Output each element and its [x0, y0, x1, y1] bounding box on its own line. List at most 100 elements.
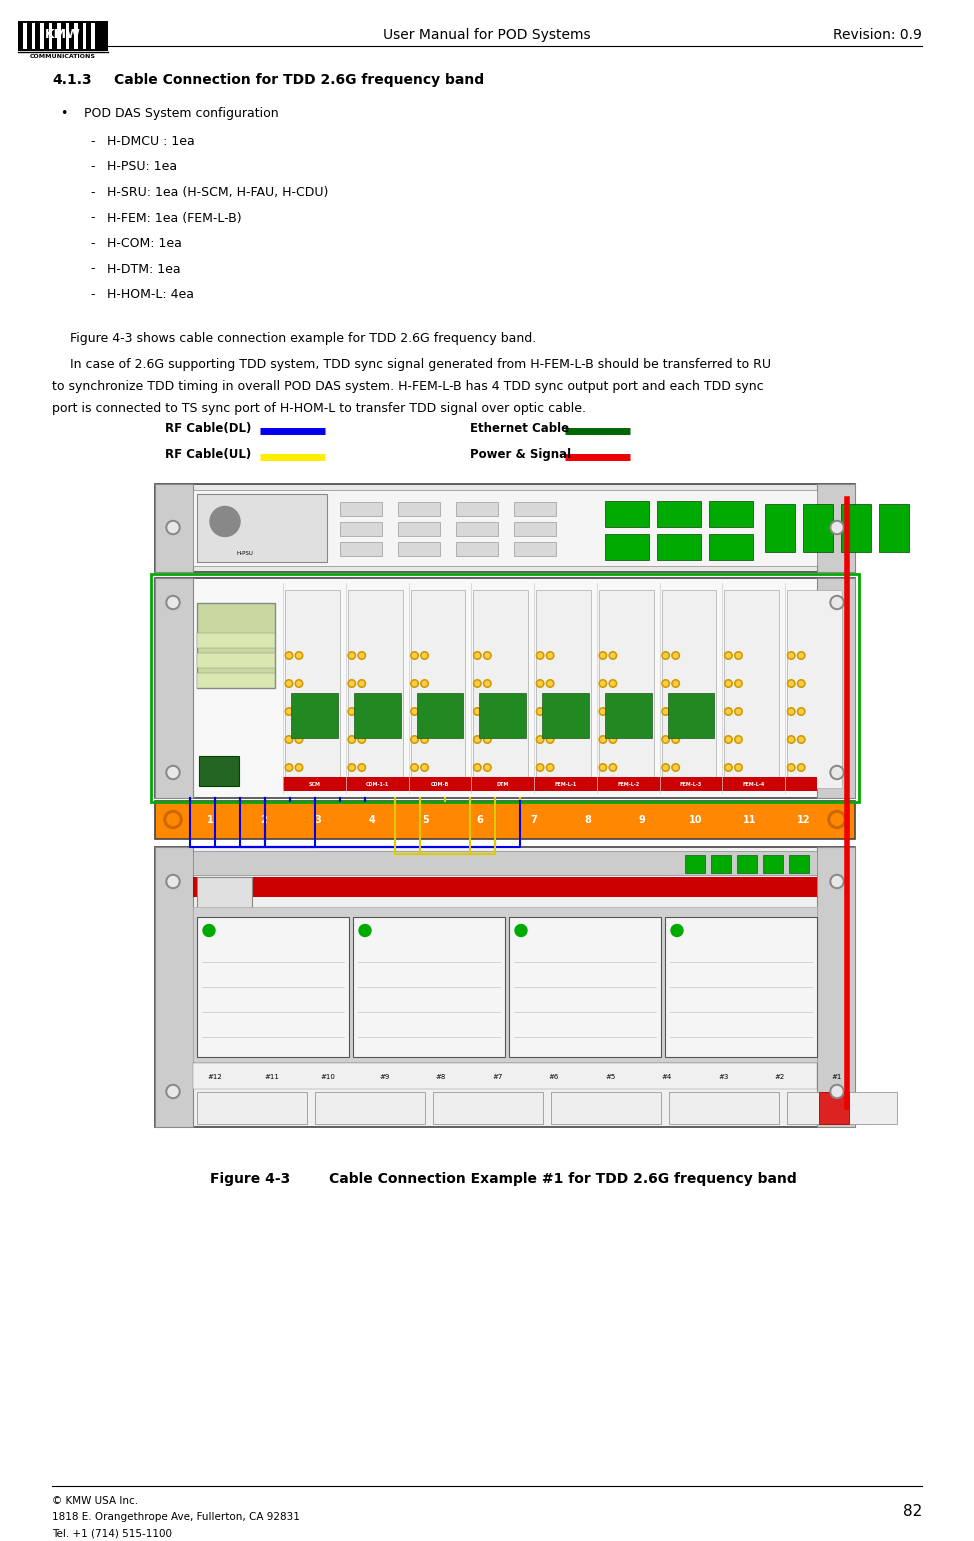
- Circle shape: [295, 735, 303, 743]
- Circle shape: [168, 1086, 178, 1097]
- Circle shape: [485, 766, 490, 769]
- Circle shape: [798, 680, 805, 687]
- Circle shape: [601, 653, 605, 658]
- Text: #10: #10: [320, 1074, 335, 1080]
- Bar: [340, 541, 382, 555]
- Circle shape: [295, 707, 303, 715]
- Circle shape: [483, 652, 491, 660]
- Circle shape: [599, 735, 607, 743]
- Circle shape: [286, 766, 291, 769]
- Bar: [197, 603, 275, 687]
- Bar: [291, 692, 338, 738]
- Circle shape: [359, 925, 371, 937]
- Circle shape: [485, 681, 490, 686]
- Circle shape: [787, 680, 795, 687]
- Circle shape: [473, 735, 481, 743]
- Circle shape: [663, 766, 668, 769]
- Bar: [340, 501, 382, 516]
- Text: 11: 11: [743, 815, 757, 824]
- Circle shape: [475, 653, 479, 658]
- Bar: [667, 692, 715, 738]
- Bar: [605, 501, 649, 527]
- Circle shape: [473, 652, 481, 660]
- Text: 6: 6: [476, 815, 483, 824]
- Circle shape: [359, 709, 364, 713]
- Circle shape: [358, 735, 365, 743]
- Circle shape: [830, 766, 844, 780]
- Text: POD DAS System configuration: POD DAS System configuration: [84, 106, 279, 120]
- Bar: [841, 504, 871, 552]
- Circle shape: [673, 737, 678, 741]
- Circle shape: [831, 814, 843, 826]
- Bar: [65, 23, 69, 49]
- Circle shape: [210, 507, 240, 536]
- Bar: [193, 877, 817, 897]
- Circle shape: [787, 652, 795, 660]
- Bar: [665, 917, 817, 1057]
- Circle shape: [727, 653, 730, 658]
- Bar: [74, 23, 78, 49]
- Circle shape: [611, 681, 616, 686]
- Bar: [709, 533, 753, 559]
- Circle shape: [734, 652, 742, 660]
- Circle shape: [168, 877, 178, 886]
- Text: #9: #9: [379, 1074, 390, 1080]
- Circle shape: [483, 680, 491, 687]
- Bar: [433, 1091, 543, 1123]
- Circle shape: [799, 737, 804, 741]
- Circle shape: [798, 652, 805, 660]
- Text: 82: 82: [903, 1504, 922, 1518]
- Bar: [398, 501, 440, 516]
- Bar: [315, 1091, 425, 1123]
- Bar: [473, 590, 528, 787]
- Circle shape: [167, 814, 179, 826]
- Circle shape: [599, 652, 607, 660]
- Text: #1: #1: [832, 1074, 842, 1080]
- Circle shape: [348, 680, 356, 687]
- Circle shape: [421, 764, 429, 772]
- Circle shape: [672, 652, 680, 660]
- Circle shape: [789, 709, 794, 713]
- Text: FEM-L-4: FEM-L-4: [743, 781, 765, 787]
- Circle shape: [832, 598, 842, 607]
- Circle shape: [359, 766, 364, 769]
- Circle shape: [734, 707, 742, 715]
- Text: CDM-1-1: CDM-1-1: [365, 781, 389, 787]
- Bar: [514, 541, 556, 555]
- Circle shape: [611, 737, 616, 741]
- Bar: [787, 1091, 897, 1123]
- Circle shape: [483, 735, 491, 743]
- Circle shape: [611, 709, 616, 713]
- Circle shape: [295, 764, 303, 772]
- Circle shape: [828, 811, 846, 829]
- Text: #11: #11: [264, 1074, 279, 1080]
- Text: -: -: [90, 262, 94, 276]
- Bar: [657, 533, 701, 559]
- Text: Figure 4-3 shows cable connection example for TDD 2.6G frequency band.: Figure 4-3 shows cable connection exampl…: [70, 331, 537, 345]
- Bar: [353, 917, 505, 1057]
- Circle shape: [725, 707, 732, 715]
- Text: 1818 E. Orangethrope Ave, Fullerton, CA 92831: 1818 E. Orangethrope Ave, Fullerton, CA …: [52, 1512, 300, 1523]
- Text: -: -: [90, 211, 94, 225]
- Bar: [765, 504, 795, 552]
- Circle shape: [798, 707, 805, 715]
- Circle shape: [673, 709, 678, 713]
- Circle shape: [548, 766, 552, 769]
- Circle shape: [411, 652, 419, 660]
- Circle shape: [725, 764, 732, 772]
- Circle shape: [546, 652, 554, 660]
- Text: #12: #12: [207, 1074, 222, 1080]
- Circle shape: [546, 707, 554, 715]
- Text: 3: 3: [315, 815, 321, 824]
- Text: #4: #4: [662, 1074, 672, 1080]
- Circle shape: [609, 707, 617, 715]
- Circle shape: [787, 707, 795, 715]
- Text: #6: #6: [548, 1074, 559, 1080]
- Circle shape: [662, 652, 669, 660]
- Circle shape: [485, 737, 490, 741]
- Text: FEM-L-2: FEM-L-2: [618, 781, 639, 787]
- Circle shape: [662, 707, 669, 715]
- Circle shape: [734, 735, 742, 743]
- Text: to synchronize TDD timing in overall POD DAS system. H-FEM-L-B has 4 TDD sync ou: to synchronize TDD timing in overall POD…: [52, 379, 764, 393]
- Circle shape: [423, 737, 427, 741]
